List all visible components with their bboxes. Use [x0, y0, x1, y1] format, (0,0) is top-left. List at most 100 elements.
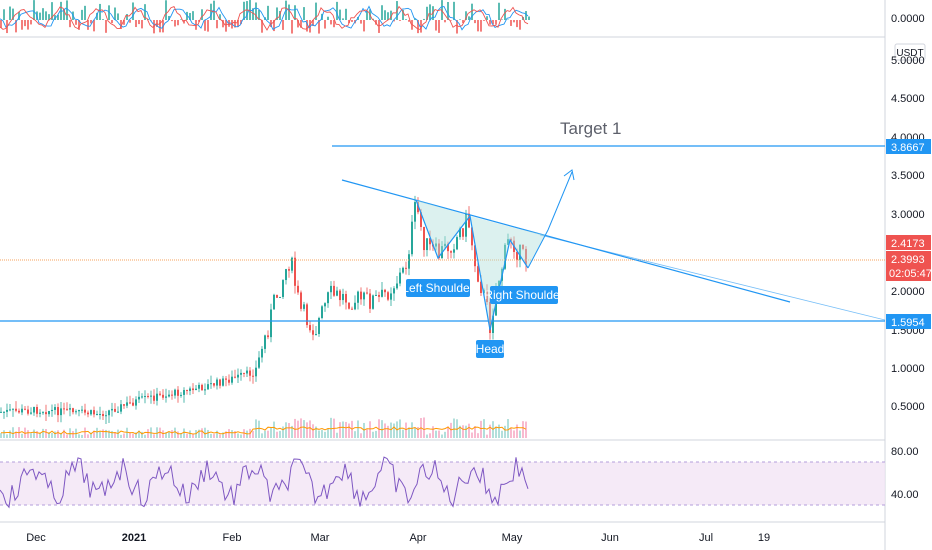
volume-bar	[63, 429, 65, 438]
candle-body	[282, 280, 284, 297]
price-tag-target: 3.8667	[886, 139, 931, 154]
candle-body	[3, 411, 5, 413]
candle-body	[147, 396, 149, 398]
price-tick: 3.0000	[891, 209, 925, 221]
oscillator-bar	[99, 3, 101, 20]
candle-body	[9, 409, 11, 411]
volume-ma-line	[0, 426, 527, 435]
oscillator-bar	[93, 20, 95, 32]
candle-body	[444, 243, 446, 247]
oscillator-bar	[378, 20, 380, 33]
candle-body	[102, 413, 104, 417]
oscillator-bar	[333, 20, 335, 28]
currency-badge[interactable]: USDT	[894, 43, 926, 61]
volume-bar	[171, 430, 173, 438]
oscillator-bar	[168, 15, 170, 20]
oscillator-bar	[471, 3, 473, 21]
oscillator-bar	[510, 20, 512, 26]
price-tag-high: 2.4173	[886, 235, 931, 250]
oscillator-bar	[33, 0, 35, 21]
oscillator-line	[0, 5, 529, 31]
volume-bar	[165, 432, 167, 438]
projection-arrow[interactable]	[527, 171, 573, 269]
candle-body	[489, 302, 491, 334]
volume-bar	[330, 417, 332, 438]
oscillator-bar	[429, 4, 431, 20]
oscillator-bar	[123, 20, 125, 25]
candle-body	[84, 409, 86, 413]
volume-bar	[66, 434, 68, 438]
volume-bar	[417, 426, 419, 438]
rsi-band	[0, 462, 885, 505]
volume-bar	[291, 425, 293, 438]
candle-body	[276, 294, 278, 298]
candle-body	[399, 272, 401, 284]
volume-bar	[465, 425, 467, 438]
oscillator-bar	[63, 8, 65, 20]
volume-bar	[36, 431, 38, 438]
oscillator-bar	[69, 20, 71, 28]
candle-body	[348, 302, 350, 309]
candle-body	[483, 290, 485, 293]
volume-bar	[162, 430, 164, 438]
volume-bar	[102, 429, 104, 438]
candle-body	[135, 399, 137, 406]
oscillator-bar	[441, 0, 443, 20]
volume-bar	[447, 426, 449, 438]
oscillator-bar	[90, 20, 92, 24]
volume-bar	[315, 426, 317, 438]
price-tag-last: 2.3993 02:05:47	[886, 251, 932, 281]
candle-body	[363, 292, 365, 300]
oscillator-bar	[246, 1, 248, 21]
candle-body	[294, 257, 296, 286]
volume-bar	[432, 426, 434, 438]
candle-body	[411, 221, 413, 255]
oscillator-bar	[12, 8, 14, 20]
oscillator-bar	[363, 20, 365, 32]
oscillator-bar	[180, 19, 182, 20]
oscillator-bar	[234, 20, 236, 28]
oscillator-bar	[408, 20, 410, 22]
oscillator-bar	[81, 9, 83, 20]
oscillator-bar	[462, 20, 464, 24]
volume-bar	[381, 420, 383, 438]
oscillator-bar	[486, 16, 488, 20]
oscillator-bar	[21, 20, 23, 30]
candle-body	[129, 402, 131, 404]
oscillator-bar	[114, 7, 116, 21]
candle-body	[447, 243, 449, 252]
candle-body	[357, 291, 359, 303]
volume-bar	[147, 429, 149, 438]
volume-bar	[204, 427, 206, 438]
candle-body	[507, 239, 509, 245]
volume-bar	[81, 434, 83, 438]
volume-bar	[60, 432, 62, 438]
volume-bar	[480, 420, 482, 438]
head-shoulders-outline[interactable]	[415, 199, 529, 331]
candle-body	[195, 388, 197, 391]
candle-body	[516, 251, 518, 260]
oscillator-bar	[135, 20, 137, 28]
oscillator-bar	[48, 14, 50, 20]
volume-bar	[96, 427, 98, 438]
candle-body	[87, 412, 89, 415]
oscillator-bar	[222, 20, 224, 28]
volume-bar	[405, 422, 407, 438]
candle-body	[81, 409, 83, 411]
candle-body	[66, 408, 68, 410]
oscillator-bar	[201, 9, 203, 20]
neckline-extension[interactable]	[539, 234, 886, 321]
volume-bar	[375, 430, 377, 438]
volume-bar	[444, 431, 446, 438]
oscillator-bar	[384, 10, 386, 20]
head-label[interactable]: Head	[476, 340, 505, 358]
volume-bar	[324, 431, 326, 438]
oscillator-bar	[96, 12, 98, 20]
right-shoulder-label[interactable]: Right Shoulder	[484, 286, 564, 304]
volume-bar	[321, 430, 323, 438]
volume-bar	[348, 423, 350, 438]
volume-bar	[42, 428, 44, 438]
left-shoulder-label[interactable]: Left Shoulder	[402, 279, 474, 297]
head-shoulders-fill[interactable]	[416, 200, 545, 330]
